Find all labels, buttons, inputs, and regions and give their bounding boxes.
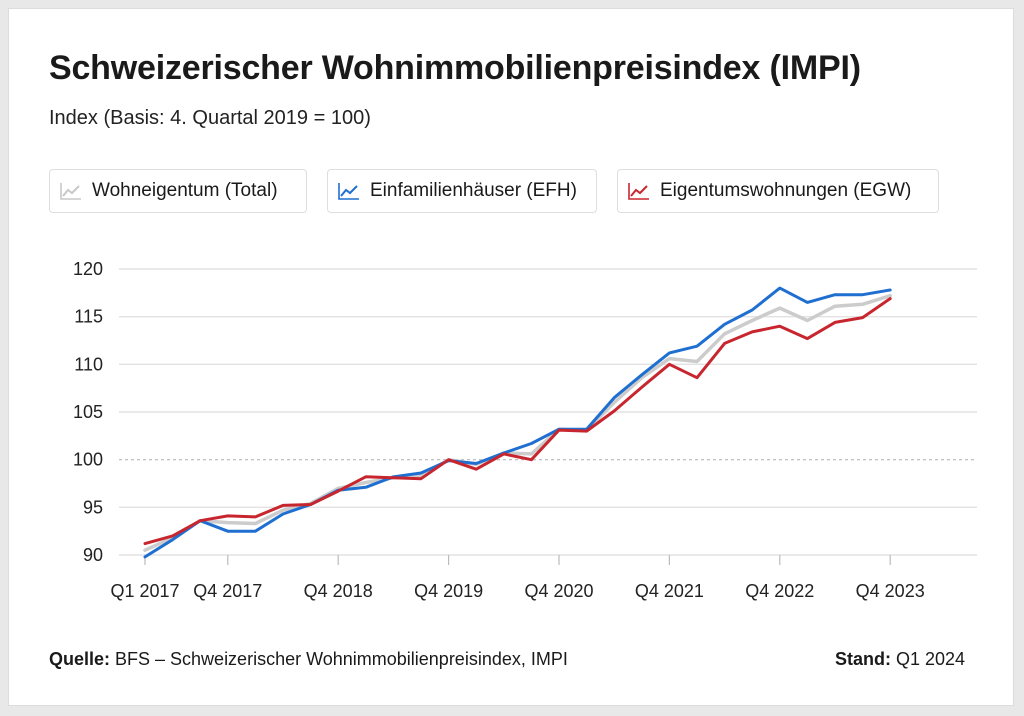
legend-item-egw[interactable]: Eigentumswohnungen (EGW) bbox=[617, 169, 939, 213]
source-label: Quelle: bbox=[49, 649, 111, 669]
x-tick-label-27: Q4 2023 bbox=[856, 581, 925, 601]
source-note: Quelle: BFS – Schweizerischer Wohnimmobi… bbox=[49, 649, 568, 670]
y-tick-label-100: 100 bbox=[73, 450, 103, 470]
line-chart: 90 95 100 105 110 115 120 Q1 2017 Q4 2017 Q4 2018… bbox=[73, 259, 977, 601]
y-tick-label-95: 95 bbox=[83, 497, 103, 517]
legend-label-egw: Eigentumswohnungen (EGW) bbox=[660, 180, 912, 201]
y-tick-label-105: 105 bbox=[73, 402, 103, 422]
stand-note: Stand: Q1 2024 bbox=[835, 649, 965, 670]
stand-label: Stand: bbox=[834, 649, 891, 669]
trend-line-icon bbox=[628, 183, 649, 200]
legend-item-total[interactable]: Wohneigentum (Total) bbox=[49, 169, 307, 213]
y-tick-label-115: 115 bbox=[74, 307, 103, 327]
y-tick-label-120: 120 bbox=[73, 259, 103, 279]
stand-text: Q1 2024 bbox=[890, 649, 965, 669]
chart-subtitle: Index (Basis: 4. Quartal 2019 = 100) bbox=[49, 107, 371, 129]
chart-title: Schweizerischer Wohnimmobilienpreisindex… bbox=[49, 49, 861, 87]
x-tick-label-0: Q1 2017 bbox=[110, 581, 179, 601]
source-text: BFS – Schweizerischer Wohnimmobilienprei… bbox=[110, 649, 568, 669]
x-tick-label-15: Q4 2020 bbox=[524, 581, 593, 601]
series-line-egw bbox=[143, 297, 892, 546]
series-line-total bbox=[143, 293, 892, 552]
legend-item-efh[interactable]: Einfamilienhäuser (EFH) bbox=[327, 169, 597, 213]
legend-label-total: Wohneigentum (Total) bbox=[92, 180, 278, 201]
y-tick-label-90: 90 bbox=[83, 545, 103, 565]
y-tick-label-110: 110 bbox=[74, 354, 103, 374]
x-tick-label-19: Q4 2021 bbox=[635, 581, 704, 601]
x-tick-label-23: Q4 2022 bbox=[745, 581, 814, 601]
trend-line-icon bbox=[338, 183, 359, 200]
series-line-efh bbox=[143, 286, 892, 559]
x-tick-label-3: Q4 2017 bbox=[193, 581, 262, 601]
legend-label-efh: Einfamilienhäuser (EFH) bbox=[370, 180, 577, 201]
chart-card: Schweizerischer Wohnimmobilienpreisindex… bbox=[8, 8, 1014, 706]
x-tick-label-7: Q4 2018 bbox=[304, 581, 373, 601]
trend-line-icon bbox=[60, 183, 81, 200]
x-tick-label-11: Q4 2019 bbox=[414, 581, 483, 601]
